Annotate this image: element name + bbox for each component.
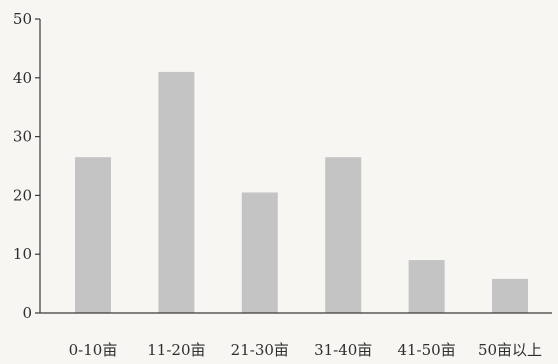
y-tick-label: 20 (13, 186, 32, 204)
bar (325, 157, 362, 313)
x-axis: 0-10亩 11-20亩 21-30亩 31-40亩 41-50亩 50亩以上 (40, 312, 552, 359)
bar (158, 71, 195, 313)
bar (492, 278, 528, 313)
bar (408, 260, 445, 313)
x-tick-label: 11-20亩 (147, 341, 205, 359)
y-tick-label: 40 (13, 69, 32, 87)
bar (75, 157, 111, 313)
bar (241, 192, 278, 313)
x-tick-label: 31-40亩 (314, 341, 372, 359)
y-tick-label: 0 (22, 304, 32, 322)
x-tick-label: 21-30亩 (231, 341, 289, 359)
x-tick-label: 0-10亩 (69, 341, 118, 359)
bars (75, 71, 528, 313)
y-axis: 0 10 20 30 40 50 (13, 10, 41, 322)
y-tick-label: 10 (13, 245, 32, 263)
y-tick-label: 50 (13, 10, 32, 28)
x-tick-label: 41-50亩 (397, 341, 455, 359)
x-tick-label: 50亩以上 (478, 341, 542, 359)
y-tick-label: 30 (13, 128, 32, 146)
